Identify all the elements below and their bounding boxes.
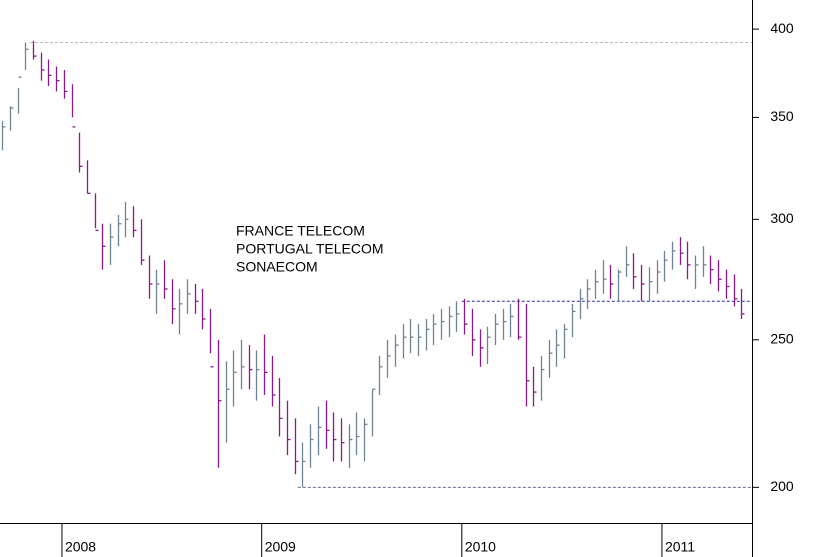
annotation: PORTUGAL TELECOM [236, 241, 384, 257]
x-tick-label: 2009 [265, 539, 296, 555]
y-tick-label: 400 [770, 20, 794, 36]
y-tick-label: 300 [770, 210, 794, 226]
annotation: SONAECOM [236, 259, 318, 275]
y-tick-label: 250 [770, 331, 794, 347]
x-tick-label: 2008 [65, 539, 96, 555]
y-tick-label: 200 [770, 478, 794, 494]
annotation: FRANCE TELECOM [236, 223, 365, 239]
x-tick-label: 2010 [465, 539, 496, 555]
y-tick-label: 350 [770, 108, 794, 124]
x-tick-label: 2011 [665, 539, 695, 555]
